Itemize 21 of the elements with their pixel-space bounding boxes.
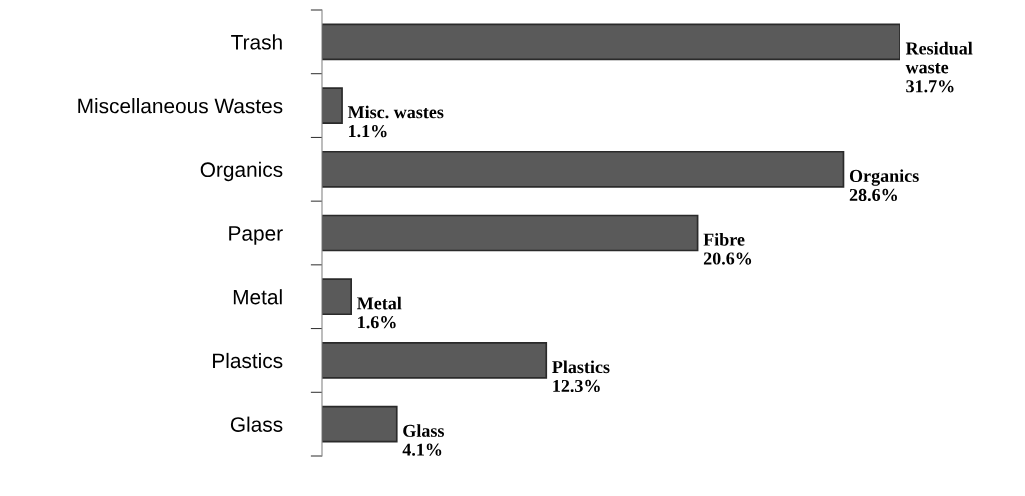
bar bbox=[322, 87, 343, 124]
y-tick-label: Miscellaneous Wastes bbox=[78, 98, 283, 114]
bar bbox=[322, 278, 353, 316]
bar bbox=[322, 214, 699, 252]
y-tick-label: Trash bbox=[231, 34, 282, 50]
data-label: Metal 1.6% bbox=[357, 296, 402, 329]
y-tick-label: Plastics bbox=[213, 352, 283, 369]
bar bbox=[322, 150, 845, 188]
y-tick-label: Paper bbox=[229, 226, 283, 245]
bar bbox=[322, 23, 900, 61]
bar bbox=[322, 405, 398, 443]
bar bbox=[322, 342, 548, 379]
data-label: Residual waste 31.7% bbox=[905, 41, 973, 93]
data-label: Organics 28.6% bbox=[849, 169, 919, 202]
data-label: Glass 4.1% bbox=[402, 424, 445, 456]
data-label: Fibre 20.6% bbox=[703, 233, 752, 265]
data-label: Misc. wastes 1.1% bbox=[347, 105, 444, 138]
y-tick-label: Glass bbox=[230, 416, 283, 432]
data-label: Plastics 12.3% bbox=[552, 360, 610, 393]
y-tick-label: Organics bbox=[200, 161, 283, 182]
y-tick-label: Metal bbox=[233, 289, 282, 305]
